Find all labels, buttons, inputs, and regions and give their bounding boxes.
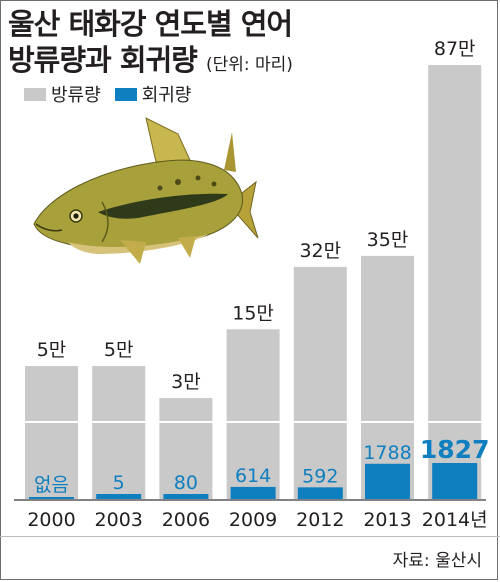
chart-baseline [14,499,486,501]
released-value-label: 5만 [104,339,134,361]
returned-legend-label: 회귀량 [141,85,192,106]
x-tick-label: 2003 [95,509,143,531]
bar-break-line [428,421,482,423]
released-bar [159,398,213,499]
bar-break-line [25,421,78,423]
source-label: 자료: 울산시 [392,551,482,571]
returned-value-label: 없음 [34,474,69,496]
released-value-label: 87만 [434,38,476,60]
x-tick-label: 2006 [162,509,210,531]
x-tick-label: 2000 [27,509,75,531]
bar-break-line [92,421,146,423]
released-value-label: 3만 [171,371,201,393]
returned-value-label: 1788 [363,442,411,464]
returned-bar [163,494,209,499]
returned-bar [96,494,142,499]
returned-legend-swatch [114,87,137,101]
released-bar [226,329,280,499]
salmon-illustration [33,117,259,264]
chart-unit-label: (단위: 마리) [205,55,293,75]
released-bar [361,255,414,499]
bar-break-line [159,421,213,423]
chart-title-line1: 울산 태화강 연도별 연어 [8,7,293,41]
chart-title-main: 방류량과 회귀량 [8,43,198,77]
returned-value-label: 614 [235,465,271,487]
bar-break-line [226,421,280,423]
returned-value-label: 80 [174,472,198,494]
released-bar [92,366,146,499]
legend: 방류량 회귀량 [24,82,205,106]
x-tick-label: 2012 [296,509,344,531]
released-value-label: 15만 [232,302,274,324]
bar-break-line [361,421,414,423]
returned-value-label: 592 [302,465,338,487]
x-tick-label: 2013 [363,509,411,531]
x-tick-label: 2014년 [422,509,488,531]
released-value-label: 32만 [299,240,341,262]
returned-bar [365,463,410,499]
released-legend-label: 방류량 [51,85,101,106]
x-tick-label: 2009 [229,509,277,531]
returned-bar [230,486,276,499]
returned-bar [29,497,74,499]
released-bar [25,366,78,499]
bar-break-line [293,421,347,423]
released-bar [428,65,482,499]
returned-value-label: 1827 [420,435,490,464]
chart-title-line2: 방류량과 회귀량 (단위: 마리) [8,42,293,83]
returned-value-label: 5 [113,472,125,494]
source-divider [0,536,500,537]
released-value-label: 5만 [37,339,67,361]
released-bar [293,266,347,499]
returned-bar [432,463,478,499]
released-legend-swatch [24,87,46,101]
returned-bar [297,487,343,499]
released-value-label: 35만 [367,229,409,251]
